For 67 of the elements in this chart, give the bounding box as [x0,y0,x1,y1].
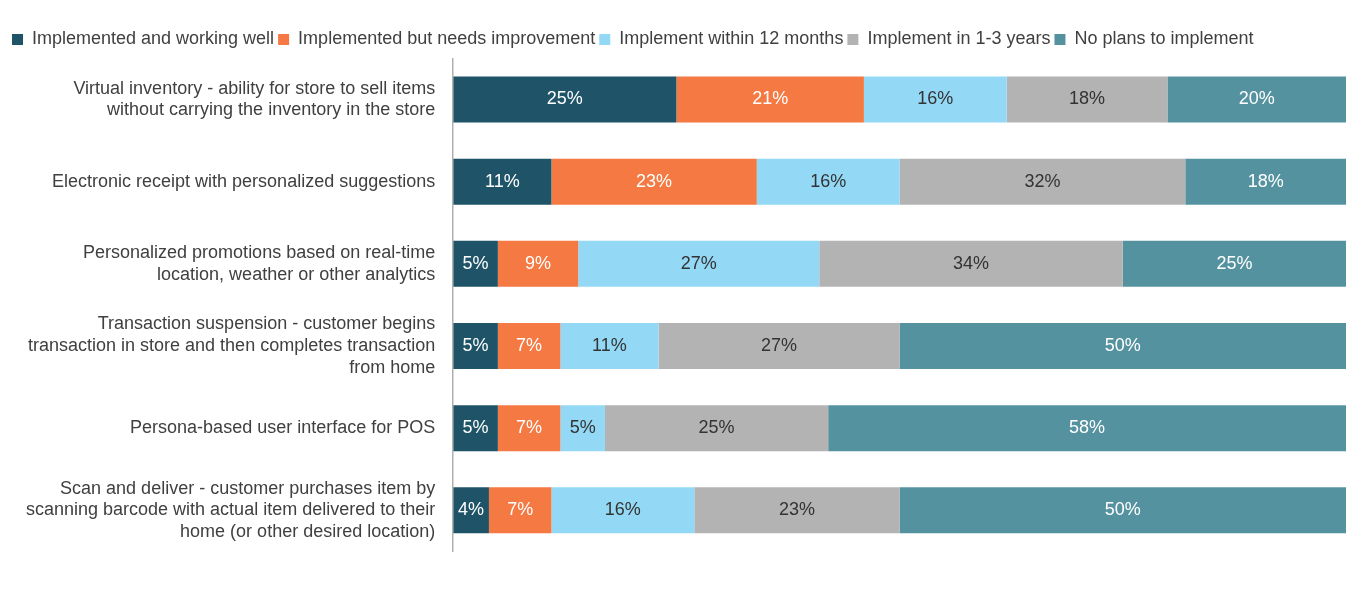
bar [819,240,1123,287]
bar [453,158,552,205]
y-tick-label: Personalized promotions based on real-time location, weather or other analytics [83,241,436,284]
data-label: 25% [698,417,735,438]
legend-label: Implemented and working well [32,28,275,49]
bar [453,76,677,123]
data-label: 50% [1104,499,1141,520]
bar [578,240,820,287]
data-label: 20% [1238,88,1275,109]
data-label: 11% [592,334,627,355]
data-label: 9% [525,252,552,273]
data-label: 7% [507,499,534,520]
bar [1122,240,1346,287]
data-label: 25% [1216,252,1253,273]
bar [551,487,695,534]
bar [899,158,1186,205]
data-label: 5% [462,417,489,438]
data-label: 5% [462,334,489,355]
bar [863,76,1007,123]
bar [676,76,864,123]
data-label: 18% [1247,170,1284,191]
data-label: 7% [516,334,543,355]
data-label: 21% [752,88,789,109]
bar [694,487,900,534]
bar [497,405,561,452]
data-label: 27% [761,334,798,355]
bar [828,405,1346,452]
bar [1167,76,1346,123]
bar [658,322,900,369]
bar [497,240,579,287]
bar [1006,76,1168,123]
bar [756,158,900,205]
y-tick-label: Electronic receipt with personalized suggestions [52,170,436,191]
bar [899,487,1346,534]
bar [1185,158,1346,205]
bar [560,322,659,369]
y-tick-label: Virtual inventory - ability for store to sell items without carrying the inventory in the store [73,77,436,120]
data-label: 18% [1069,88,1106,109]
data-label: 23% [636,170,673,191]
data-label: 16% [810,170,847,191]
legend-label: No plans to implement [1074,28,1254,49]
data-label: 50% [1104,334,1141,355]
data-label: 5% [462,252,489,273]
bar [899,322,1346,369]
data-label: 11% [484,170,520,191]
data-label: 5% [569,417,596,438]
data-label: 16% [917,88,954,109]
bar [497,322,561,369]
bar [551,158,757,205]
data-label: 27% [680,252,717,273]
legend-label: Implement within 12 months [619,28,844,49]
y-tick-label: Persona-based user interface for POS [130,417,436,438]
bar [605,405,829,452]
data-label: 25% [546,88,583,109]
data-label: 58% [1069,417,1106,438]
y-tick-label: Transaction suspension - customer begins transaction in store and then completes transaction from home [27,313,436,377]
bar [560,405,605,452]
data-label: 23% [778,499,815,520]
bar [488,487,552,534]
legend-label: Implement in 1-3 years [867,28,1051,49]
data-label: 32% [1024,170,1061,191]
data-label: 4% [458,499,485,520]
data-label: 34% [953,252,990,273]
legend-label: Implemented but needs improvement [298,28,596,49]
data-label: 7% [516,417,543,438]
data-label: 16% [604,499,641,520]
y-tick-label: Scan and deliver - customer purchases item by scanning barcode with actual item delivered to their home (or other desired location) [25,477,436,541]
